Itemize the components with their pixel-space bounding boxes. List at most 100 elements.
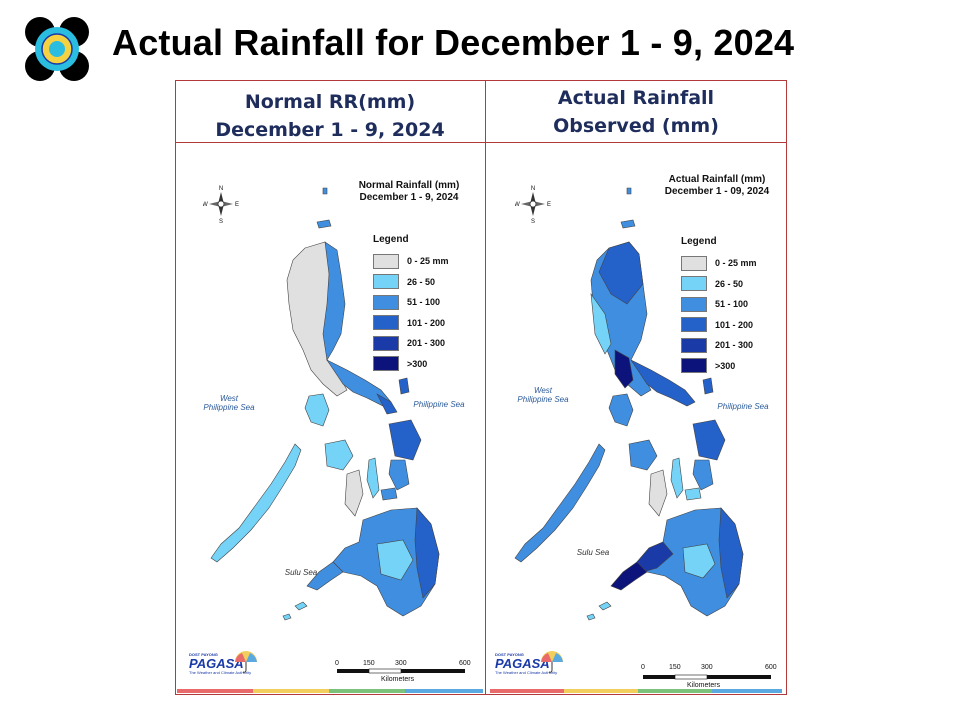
scale-unit: Kilometers xyxy=(381,676,415,683)
brand-tagline: The Weather and Climate Authority xyxy=(189,670,252,675)
scale-tick-0: 0 xyxy=(335,660,339,667)
metro-region xyxy=(614,349,634,389)
legend-item: 0 - 25 mm xyxy=(373,251,449,272)
right-map-title-line-1: Actual Rainfall (mm) xyxy=(668,174,766,185)
leyte-island xyxy=(692,459,714,491)
left-stripe-green xyxy=(329,689,405,693)
sulu-sea-label: Sulu Sea xyxy=(284,568,318,577)
pagasa-brand-logo: DOST PAYONG PAGASA The Weather and Clima… xyxy=(495,652,565,686)
compass-n: N xyxy=(531,186,535,192)
legend-item: 201 - 300 xyxy=(373,333,449,354)
legend-title: Legend xyxy=(373,234,409,245)
legend-item: 101 - 200 xyxy=(373,313,449,334)
west-philippine-sea-label: West Philippine Sea xyxy=(203,394,255,412)
left-header-line-1: Normal RR(mm) xyxy=(244,91,416,113)
west-philippine-sea-label: West Philippine Sea xyxy=(517,386,569,404)
left-panel-header: Normal RR(mm) December 1 - 9, 2024 xyxy=(177,88,483,144)
right-header-line-2: Observed (mm) xyxy=(553,115,719,137)
brand-small: DOST PAYONG xyxy=(189,652,218,657)
panay-island xyxy=(628,439,658,471)
luzon-north xyxy=(598,241,644,305)
luzon-west xyxy=(590,292,612,355)
left-map-title: Normal Rainfall (mm) December 1 - 9, 202… xyxy=(349,180,469,204)
pagasa-brand-logo: DOST PAYONG PAGASA The Weather and Clima… xyxy=(189,652,259,686)
scale-tick-300: 300 xyxy=(701,664,713,671)
scale-tick-0: 0 xyxy=(641,664,645,671)
umbrella-icon xyxy=(541,651,563,673)
scale-bar xyxy=(643,674,771,680)
maps-frame xyxy=(175,80,787,695)
bicol-tip xyxy=(376,393,398,415)
compass-e: E xyxy=(235,202,239,208)
compass-s: S xyxy=(531,219,535,224)
sulu-archipelago xyxy=(282,601,308,621)
mindoro-island xyxy=(608,393,634,427)
scale-tick-300: 300 xyxy=(395,660,407,667)
right-header-line-1: Actual Rainfall xyxy=(557,87,715,109)
zamboanga-peninsula xyxy=(306,561,344,591)
compass-rose-icon: N S E W xyxy=(515,186,551,224)
cebu-island xyxy=(366,457,380,499)
scale-bar xyxy=(337,668,465,674)
compass-e: E xyxy=(547,202,551,208)
legend-item: 51 - 100 xyxy=(681,294,757,315)
catanduanes-island xyxy=(398,377,410,395)
luzon-east-coast xyxy=(322,241,346,361)
compass-rose-icon: N S E W xyxy=(203,186,239,224)
batanes-islands xyxy=(322,187,328,195)
sulu-archipelago xyxy=(586,601,612,621)
compass-w: W xyxy=(203,202,208,208)
palawan-island xyxy=(514,443,606,563)
brand-tagline: The Weather and Climate Authority xyxy=(495,670,558,675)
brand-small: DOST PAYONG xyxy=(495,652,524,657)
catanduanes-island xyxy=(702,377,714,395)
cebu-island xyxy=(670,457,684,499)
zamboanga-peninsula xyxy=(610,561,648,591)
mindanao-center xyxy=(376,539,414,581)
left-legend: Legend 0 - 25 mm 26 - 50 51 - 100 101 - … xyxy=(373,234,449,374)
compass-n: N xyxy=(219,186,223,192)
scale-tick-150: 150 xyxy=(669,664,681,671)
panel-divider xyxy=(485,80,486,695)
mindoro-island xyxy=(304,393,330,427)
legend-item: 26 - 50 xyxy=(681,274,757,295)
left-stripe-red xyxy=(177,689,253,693)
samar-island xyxy=(692,419,726,461)
legend-title: Legend xyxy=(681,236,717,247)
palawan-island xyxy=(210,443,302,563)
samar-island xyxy=(388,419,422,461)
right-stripe-red xyxy=(490,689,564,693)
left-header-line-2: December 1 - 9, 2024 xyxy=(215,119,445,141)
scale-tick-150: 150 xyxy=(363,660,375,667)
left-map-title-line-2: December 1 - 9, 2024 xyxy=(359,192,459,203)
legend-item: >300 xyxy=(681,356,757,377)
bohol-island xyxy=(380,487,398,501)
leyte-island xyxy=(388,459,410,491)
right-panel-header: Actual Rainfall Observed (mm) xyxy=(487,84,785,140)
normal-rainfall-map-panel: N S E W Normal Rainfall (mm) December 1 … xyxy=(177,144,479,693)
negros-island xyxy=(344,469,364,517)
philippine-sea-label: Philippine Sea xyxy=(717,402,769,411)
mindanao-east xyxy=(718,507,744,599)
right-legend: Legend 0 - 25 mm 26 - 50 51 - 100 101 - … xyxy=(681,236,757,376)
left-stripe-blue xyxy=(405,689,483,693)
compass-s: S xyxy=(219,219,223,224)
philippine-sea-label: Philippine Sea xyxy=(413,400,465,409)
slide-title: Actual Rainfall for December 1 - 9, 2024 xyxy=(112,22,795,63)
legend-item: 101 - 200 xyxy=(681,315,757,336)
sulu-sea-label: Sulu Sea xyxy=(576,548,610,557)
right-stripe-yellow xyxy=(564,689,638,693)
right-map-title-line-2: December 1 - 09, 2024 xyxy=(664,186,770,197)
batanes-islands xyxy=(626,187,632,195)
header-divider xyxy=(175,142,787,143)
brand-name: PAGASA xyxy=(189,656,244,671)
right-map-title: Actual Rainfall (mm) December 1 - 09, 20… xyxy=(655,174,779,198)
right-stripe-green xyxy=(638,689,712,693)
legend-item: >300 xyxy=(373,354,449,375)
brand-name: PAGASA xyxy=(495,656,550,671)
legend-item: 201 - 300 xyxy=(681,335,757,356)
right-stripe-blue xyxy=(712,689,782,693)
legend-item: 26 - 50 xyxy=(373,272,449,293)
actual-rainfall-map-panel: N S E W Actual Rainfall (mm) December 1 … xyxy=(487,144,785,693)
negros-island xyxy=(648,469,668,517)
